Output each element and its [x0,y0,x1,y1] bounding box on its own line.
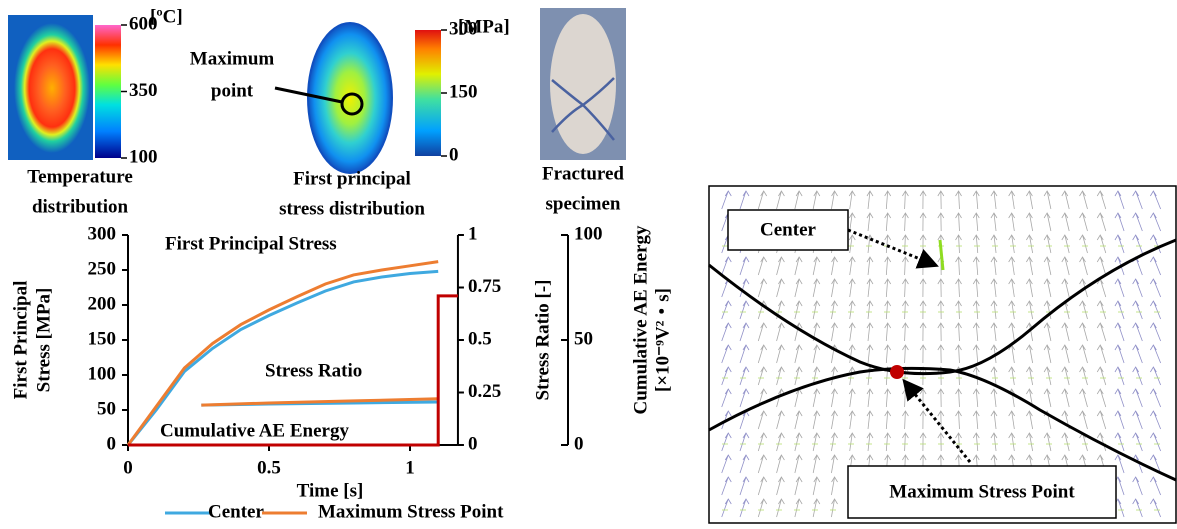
y2-tick-label: 0.5 [468,328,492,349]
series-line [128,271,438,445]
x-tick-label: 0.5 [257,457,281,478]
maximum-stress-point [890,365,904,379]
y3-tick-label: 0 [574,433,584,454]
diagram-label: Center [760,219,816,240]
y-tick-label: 50 [97,398,116,419]
y2-axis-label: Stress Ratio [-] [532,279,553,400]
y3-tick-label: 100 [574,223,603,244]
colorbar-tick-label: 300 [449,18,478,39]
y2-tick-label: 0.75 [468,276,501,297]
x-tick-label: 1 [405,457,415,478]
colorbar-tick-label: 150 [449,81,478,102]
annotation: Cumulative AE Energy [160,420,349,441]
annotation: First Principal Stress [165,233,337,254]
colorbar [415,30,441,156]
y3-tick-label: 50 [574,328,593,349]
y3-axis-label: Cumulative AE Energy [630,225,651,414]
panel-label: First principal [293,168,411,189]
legend-label: Center [208,501,264,522]
x-axis-label: Time [s] [297,480,364,501]
y2-tick-label: 1 [468,223,478,244]
temperature-field [14,23,90,153]
colorbar-tick-label: 600 [129,13,158,34]
panel-label: distribution [32,196,129,217]
colorbar-tick-label: 350 [129,80,158,101]
y2-tick-label: 0 [468,433,478,454]
y3-axis-label: [×10⁻⁹V²・s] [652,288,673,392]
colorbar-tick-label: 0 [449,144,459,165]
colorbar [95,25,121,158]
y-axis-label: First Principal [10,281,31,400]
y-tick-label: 100 [88,363,117,384]
diagram-label: Maximum Stress Point [889,481,1075,502]
y-tick-label: 250 [88,258,117,279]
y-tick-label: 0 [107,433,117,454]
annotation: Stress Ratio [265,360,362,381]
callout-label: point [211,80,254,101]
series-line [128,262,438,445]
legend-label: Maximum Stress Point [318,501,504,522]
y2-tick-label: 0.25 [468,381,501,402]
callout-label: Maximum [190,48,275,69]
panel-label: Fractured [542,163,624,184]
y-tick-label: 300 [88,223,117,244]
y-axis-label: Stress [MPa] [33,288,54,393]
panel-label: stress distribution [279,198,425,219]
y-tick-label: 150 [88,328,117,349]
x-tick-label: 0 [123,457,133,478]
colorbar-tick-label: 100 [129,146,158,167]
panel-label: specimen [546,193,621,214]
y-tick-label: 200 [88,293,117,314]
panel-label: Temperature [27,166,133,187]
figure: Center Maximum Stress Point Temperature … [0,0,1177,524]
